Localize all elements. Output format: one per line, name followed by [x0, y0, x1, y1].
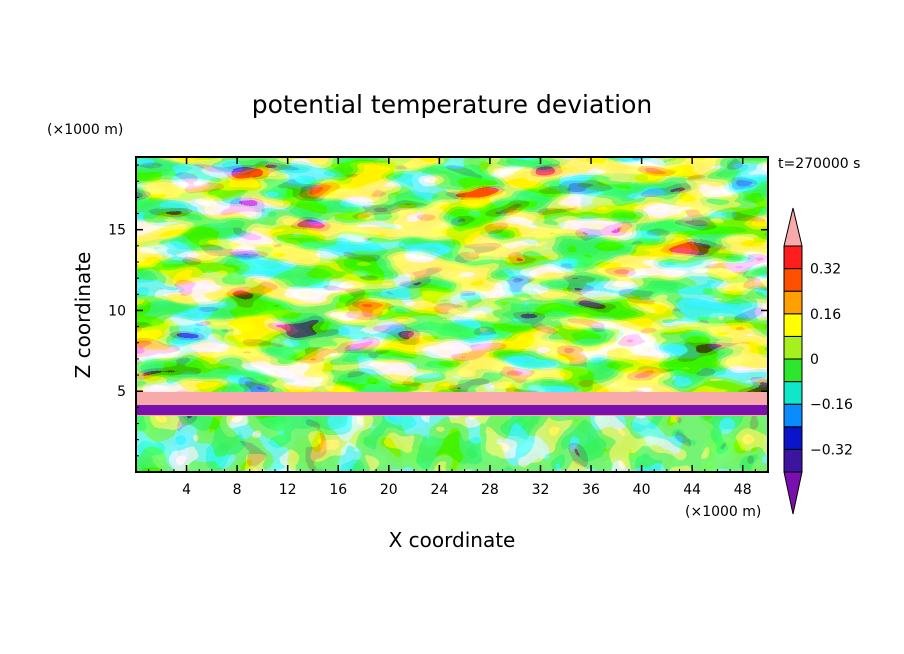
time-label: t=270000 s: [778, 156, 860, 172]
x-tick-label: 36: [582, 482, 600, 498]
x-tick-label: 4: [182, 482, 191, 498]
colorbar-box: [783, 358, 803, 383]
x-tick-label: 12: [279, 482, 297, 498]
y-tick-label: 10: [108, 303, 126, 319]
x-tick-label: 48: [734, 482, 752, 498]
colorbar-box: [783, 426, 803, 450]
x-axis: 4 8 12 16 20 24 28 32 36 40 44 48: [148, 157, 756, 498]
x-tick-label: 8: [233, 482, 242, 498]
colorbar-box: [783, 313, 803, 337]
colorbar-label: −0.16: [810, 397, 853, 413]
x-axis-label: X coordinate: [389, 528, 516, 552]
colorbar-lower-extend: [783, 471, 803, 515]
colorbar-box: [783, 290, 803, 315]
colorbar-box: [783, 335, 803, 360]
plot-area: [136, 157, 768, 472]
x-tick-label: 24: [430, 482, 448, 498]
colorbar-label: 0.16: [810, 307, 841, 323]
x-tick-label: 44: [683, 482, 701, 498]
colorbar-box: [783, 268, 803, 292]
colorbar-label: 0.32: [810, 262, 841, 278]
colorbar-label: −0.32: [810, 442, 853, 458]
y-axis: 5 10 15: [108, 164, 768, 457]
transition-band-dark: [136, 405, 768, 415]
colorbar-box: [783, 381, 803, 405]
y-unit-label: (×1000 m): [47, 122, 123, 138]
chart-title: potential temperature deviation: [252, 90, 652, 119]
y-tick-label: 15: [108, 223, 126, 239]
x-tick-label: 32: [532, 482, 550, 498]
colorbar-upper-extend: [783, 207, 803, 247]
colorbar-label: 0: [810, 352, 819, 368]
x-tick-label: 20: [380, 482, 398, 498]
colorbar-box: [783, 448, 803, 473]
x-tick-label: 28: [481, 482, 499, 498]
y-axis-label: Z coordinate: [71, 252, 95, 379]
colorbar-box: [783, 245, 803, 270]
y-tick-label: 5: [117, 384, 126, 400]
x-tick-label: 16: [329, 482, 347, 498]
x-unit-label: (×1000 m): [685, 504, 761, 520]
lower-field: [136, 416, 768, 472]
x-tick-label: 40: [633, 482, 651, 498]
upper-field: [136, 157, 768, 392]
colorbar: −0.32 −0.16 0 0.16 0.32: [783, 207, 853, 515]
colorbar-box: [783, 403, 803, 428]
